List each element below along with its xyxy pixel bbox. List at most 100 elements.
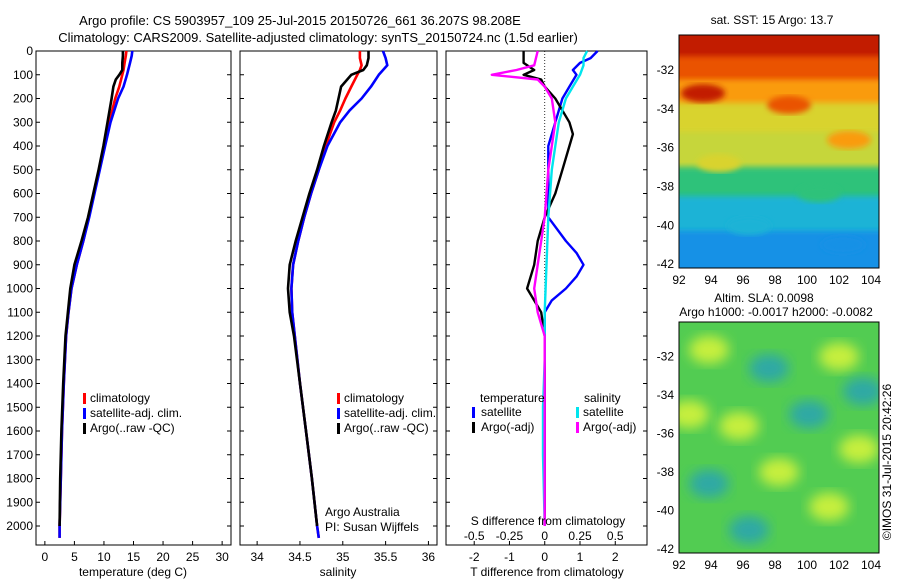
- header-line-2: Climatology: CARS2009. Satellite-adjuste…: [58, 30, 578, 45]
- sla-map-frame: [678, 321, 880, 554]
- sla-lat-tick-label: -42: [657, 542, 675, 556]
- sla-lat-tick-label: -40: [657, 504, 675, 518]
- legend-label-satellite: satellite-adj. clim.: [90, 406, 182, 420]
- depth-tick-label: 1700: [6, 448, 33, 462]
- sla-map: Altim. SLA: 0.0098 Argo h1000: -0.0017 h…: [678, 291, 880, 554]
- legend-swatch-argo: [83, 423, 86, 434]
- temperature-x-tick-label: 20: [156, 550, 170, 564]
- depth-tick-label: 2000: [6, 519, 33, 533]
- legend-swatch-t-argo: [472, 422, 475, 433]
- sla-anomaly-patch: [719, 411, 759, 440]
- temperature-x-tick-label: 5: [71, 550, 78, 564]
- s-diff-tick-label: -0.5: [464, 529, 485, 543]
- salinity-argo-raw-qc--line: [286, 51, 370, 527]
- depth-tick-label: 200: [13, 92, 33, 106]
- credit-org: Argo Australia: [325, 505, 400, 519]
- sst-lon-tick-label: 94: [704, 273, 718, 287]
- legend-swatch-s-satellite: [576, 407, 579, 418]
- sla-lon-tick-label: 100: [797, 558, 817, 572]
- difference-x-tick-label: 2: [612, 550, 619, 564]
- depth-tick-label: 500: [13, 163, 33, 177]
- salinity-axis-label: salinity: [320, 565, 357, 579]
- s-diff-tick-label: 0: [541, 529, 548, 543]
- sst-texture-patch: [727, 217, 771, 236]
- legend-group-temperature: temperature: [480, 391, 545, 405]
- sst-texture-patch: [827, 130, 871, 149]
- salinity-climatology-line: [290, 51, 363, 539]
- depth-tick-label: 1000: [6, 282, 33, 296]
- series-layer: [58, 50, 599, 539]
- sst-lat-tick-label: -32: [657, 63, 675, 77]
- sst-lat-tick-label: -36: [657, 141, 675, 155]
- temperature-legend: climatology satellite-adj. clim. Argo(..…: [83, 391, 182, 435]
- difference-legend: temperature salinity satellite Argo(-adj…: [472, 391, 636, 434]
- legend-label-argo: Argo(..raw -QC): [90, 421, 175, 435]
- s-difference-axis-label: S difference from climatology: [471, 514, 626, 528]
- depth-tick-label: 800: [13, 234, 33, 248]
- depth-tick-label: 900: [13, 258, 33, 272]
- sst-lat-tick-label: -34: [657, 102, 675, 116]
- legend-label-climatology: climatology: [90, 391, 150, 405]
- salinity-legend: climatology satellite-adj. clim. Argo(..…: [337, 391, 436, 435]
- axes-layer: 0 5 10 15 20 25 300100200300400500600700800900…: [6, 44, 881, 572]
- legend-label-s-satellite: satellite: [583, 405, 624, 419]
- sla-map-title: Altim. SLA: 0.0098: [714, 291, 814, 305]
- sst-texture-patch: [681, 84, 725, 103]
- t-difference-axis-label: T difference from climatology: [470, 565, 624, 579]
- legend-label-t-argo: Argo(-adj): [481, 420, 534, 434]
- legend-swatch-s-argo: [576, 422, 579, 433]
- sst-lat-tick-label: -38: [657, 179, 675, 193]
- difference-panel-frame: [445, 50, 648, 546]
- sla-anomaly-patch: [839, 435, 879, 464]
- legend-swatch-argo: [337, 423, 340, 434]
- temperature-axis-label: temperature (deg C): [79, 565, 187, 579]
- depth-tick-label: 1600: [6, 424, 33, 438]
- temperature-argo-raw-qc--line: [58, 51, 125, 527]
- sst-texture-patch: [767, 95, 811, 114]
- sst-lon-tick-label: 92: [672, 273, 686, 287]
- sla-anomaly-patch: [809, 492, 849, 521]
- salinity-x-tick-label: 36: [422, 550, 436, 564]
- depth-tick-label: 0: [26, 44, 33, 58]
- difference-x-tick-label: 0: [541, 550, 548, 564]
- legend-label-argo: Argo(..raw -QC): [344, 421, 429, 435]
- sla-anomaly-patch: [759, 458, 799, 487]
- legend-swatch-climatology: [337, 393, 340, 404]
- legend-swatch-satellite: [83, 408, 86, 419]
- legend-label-t-satellite: satellite: [481, 405, 522, 419]
- sla-lon-tick-label: 92: [672, 558, 686, 572]
- sst-lon-tick-label: 100: [797, 273, 817, 287]
- sla-anomaly-patch: [679, 400, 709, 429]
- imos-timestamp: ©IMOS 31-Jul-2015 20:42:26: [880, 384, 894, 541]
- depth-tick-label: 1100: [7, 305, 33, 319]
- depth-tick-label: 700: [13, 210, 33, 224]
- sla-anomaly-patch: [819, 342, 859, 371]
- depth-tick-label: 1500: [6, 400, 33, 414]
- sla-anomaly-patch: [689, 469, 729, 498]
- depth-tick-label: 1400: [6, 377, 33, 391]
- depth-tick-label: 1300: [6, 353, 33, 367]
- depth-tick-label: 600: [13, 187, 33, 201]
- sst-texture-patch: [797, 184, 841, 203]
- sst-lon-tick-label: 102: [829, 273, 849, 287]
- sst-texture-patch: [821, 235, 865, 254]
- sla-lat-tick-label: -34: [657, 388, 675, 402]
- depth-tick-label: 300: [13, 115, 33, 129]
- sst-lat-tick-label: -40: [657, 218, 675, 232]
- depth-tick-label: 1200: [6, 329, 33, 343]
- legend-swatch-t-satellite: [472, 407, 475, 418]
- legend-swatch-satellite: [337, 408, 340, 419]
- sst-lat-tick-label: -42: [657, 257, 675, 271]
- sla-lon-tick-label: 102: [829, 558, 849, 572]
- sla-anomaly-patch: [789, 400, 829, 429]
- legend-label-climatology: climatology: [344, 391, 404, 405]
- depth-tick-label: 1800: [6, 472, 33, 486]
- legend-label-s-argo: Argo(-adj): [583, 420, 636, 434]
- sst-map: sat. SST: 15 Argo: 13.7: [678, 13, 880, 269]
- sst-map-title: sat. SST: 15 Argo: 13.7: [711, 13, 834, 27]
- temperature-x-tick-label: 10: [97, 550, 111, 564]
- sla-lon-tick-label: 96: [736, 558, 750, 572]
- salinity-x-tick-label: 35.5: [374, 550, 398, 564]
- salinity-x-tick-label: 34.5: [288, 550, 312, 564]
